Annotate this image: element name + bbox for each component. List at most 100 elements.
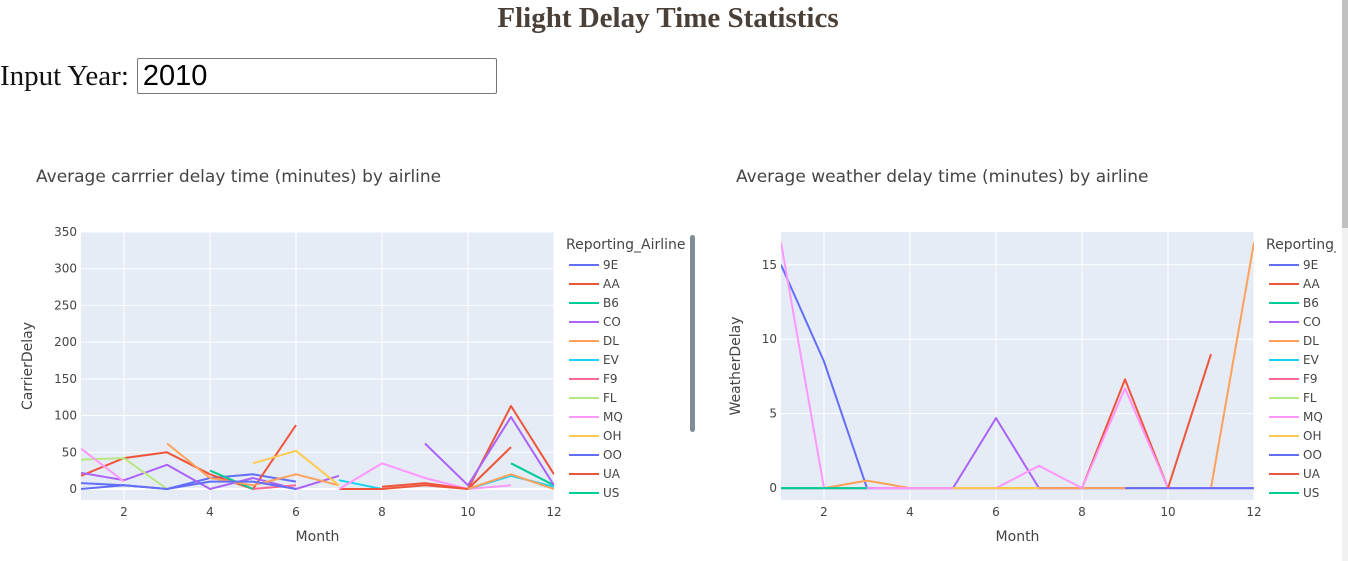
- carrier-chart-title: Average carrrier delay time (minutes) by…: [36, 167, 441, 187]
- legend-label: MQ: [603, 410, 623, 424]
- series-line-ua[interactable]: [339, 405, 554, 490]
- page-scrollbar[interactable]: [1342, 0, 1348, 561]
- weather-y-tick-label: 15: [762, 258, 777, 272]
- series-line-dl[interactable]: [166, 442, 340, 487]
- legend-item-aa[interactable]: AA: [569, 277, 621, 291]
- weather-y-axis-title: WeatherDelay: [728, 316, 744, 415]
- legend-item-b6[interactable]: B6: [1269, 296, 1319, 310]
- legend-item-us[interactable]: US: [569, 486, 619, 500]
- series-line-ev[interactable]: [338, 479, 383, 490]
- legend-item-fl[interactable]: FL: [569, 391, 617, 405]
- carrier-y-tick-label: 300: [54, 262, 77, 276]
- legend-label: US: [603, 486, 619, 500]
- weather-y-tick-label: 10: [762, 332, 777, 346]
- weather-y-tick-label: 0: [769, 481, 777, 495]
- legend-item-oo[interactable]: OO: [569, 448, 622, 462]
- legend-item-ev[interactable]: EV: [569, 353, 620, 367]
- carrier-y-axis-title: CarrierDelay: [20, 322, 36, 410]
- series-line-us[interactable]: [510, 462, 554, 487]
- weather-x-tick-label: 6: [992, 505, 1000, 519]
- series-line-oo[interactable]: [81, 480, 297, 490]
- legend-item-ua[interactable]: UA: [569, 467, 621, 481]
- series-line-f9[interactable]: [252, 484, 297, 490]
- legend-item-fl[interactable]: FL: [1269, 391, 1317, 405]
- legend-item-oo[interactable]: OO: [1269, 448, 1322, 462]
- legend-label: CO: [1303, 315, 1321, 329]
- weather-y-tick-label: 5: [769, 407, 777, 421]
- carrier-x-tick-label: 6: [292, 505, 300, 519]
- year-input[interactable]: [136, 58, 497, 94]
- legend-item-us[interactable]: US: [1269, 486, 1319, 500]
- carrier-y-tick-label: 350: [54, 225, 77, 239]
- legend-item-mq[interactable]: MQ: [1269, 410, 1323, 424]
- series-line-aa[interactable]: [381, 446, 512, 490]
- legend-label: B6: [603, 296, 619, 310]
- year-input-row: Input Year:: [0, 55, 497, 97]
- weather-x-tick-label: 12: [1246, 505, 1261, 519]
- legend-label: AA: [603, 277, 621, 291]
- legend-label: FL: [1303, 391, 1317, 405]
- legend-label: OH: [603, 429, 621, 443]
- carrier-x-axis-title: Month: [296, 529, 340, 545]
- carrier-x-tick-label: 8: [378, 505, 386, 519]
- series-line-ua[interactable]: [1167, 353, 1212, 489]
- series-line-b6[interactable]: [209, 469, 254, 490]
- carrier-delay-svg: Average carrrier delay time (minutes) by…: [20, 167, 695, 545]
- page-scrollbar-thumb[interactable]: [1342, 0, 1348, 228]
- legend-item-ua[interactable]: UA: [1269, 467, 1321, 481]
- carrier-delay-chart: Average carrrier delay time (minutes) by…: [0, 150, 700, 550]
- weather-delay-chart: Average weather delay time (minutes) by …: [700, 150, 1336, 550]
- weather-x-tick-label: 8: [1078, 505, 1086, 519]
- legend-item-dl[interactable]: DL: [1269, 334, 1319, 348]
- legend-item-f9[interactable]: F9: [1269, 372, 1318, 386]
- series-line-co[interactable]: [424, 416, 554, 487]
- page-title: Flight Delay Time Statistics: [497, 2, 839, 34]
- legend-label: MQ: [1303, 410, 1323, 424]
- legend-label: OO: [603, 448, 622, 462]
- carrier-y-tick-label: 150: [54, 372, 77, 386]
- series-line-oh[interactable]: [252, 449, 340, 487]
- series-line-mq[interactable]: [81, 447, 125, 483]
- legend-label: B6: [1303, 296, 1319, 310]
- weather-x-tick-label: 2: [820, 505, 828, 519]
- legend-item-dl[interactable]: DL: [569, 334, 619, 348]
- legend-item-oh[interactable]: OH: [1269, 429, 1321, 443]
- legend-item-mq[interactable]: MQ: [569, 410, 623, 424]
- legend-label: CO: [603, 315, 621, 329]
- carrier-y-tick-label: 50: [62, 445, 77, 459]
- legend-item-oh[interactable]: OH: [569, 429, 621, 443]
- legend-item-ev[interactable]: EV: [1269, 353, 1320, 367]
- series-line-aa[interactable]: [81, 424, 297, 490]
- legend-label: FL: [603, 391, 617, 405]
- legend-label: OH: [1303, 429, 1321, 443]
- legend-label: DL: [603, 334, 619, 348]
- legend-label: OO: [1303, 448, 1322, 462]
- legend-item-9e[interactable]: 9E: [569, 258, 618, 272]
- legend-label: AA: [1303, 277, 1321, 291]
- weather-x-tick-label: 10: [1160, 505, 1175, 519]
- year-label: Input Year:: [0, 59, 129, 92]
- carrier-series-group: [81, 405, 554, 490]
- series-line-mq[interactable]: [338, 462, 512, 490]
- legend-item-9e[interactable]: 9E: [1269, 258, 1318, 272]
- legend-item-b6[interactable]: B6: [569, 296, 619, 310]
- legend-item-co[interactable]: CO: [1269, 315, 1321, 329]
- carrier-plot-area: [81, 232, 554, 500]
- legend-label: UA: [1303, 467, 1321, 481]
- legend-label: US: [1303, 486, 1319, 500]
- weather-plot-area: [781, 232, 1254, 500]
- weather-delay-svg: Average weather delay time (minutes) by …: [728, 167, 1336, 545]
- carrier-legend-scrollbar[interactable]: [690, 235, 695, 432]
- legend-item-f9[interactable]: F9: [569, 372, 618, 386]
- legend-item-aa[interactable]: AA: [1269, 277, 1321, 291]
- weather-x-tick-label: 4: [906, 505, 914, 519]
- legend-item-co[interactable]: CO: [569, 315, 621, 329]
- legend-label: 9E: [1303, 258, 1318, 272]
- legend-label: 9E: [603, 258, 618, 272]
- legend-label: F9: [1303, 372, 1318, 386]
- series-line-dl[interactable]: [467, 473, 554, 490]
- carrier-y-tick-label: 100: [54, 409, 77, 423]
- legend-label: UA: [603, 467, 621, 481]
- carrier-x-tick-label: 4: [206, 505, 214, 519]
- legend-label: EV: [1303, 353, 1320, 367]
